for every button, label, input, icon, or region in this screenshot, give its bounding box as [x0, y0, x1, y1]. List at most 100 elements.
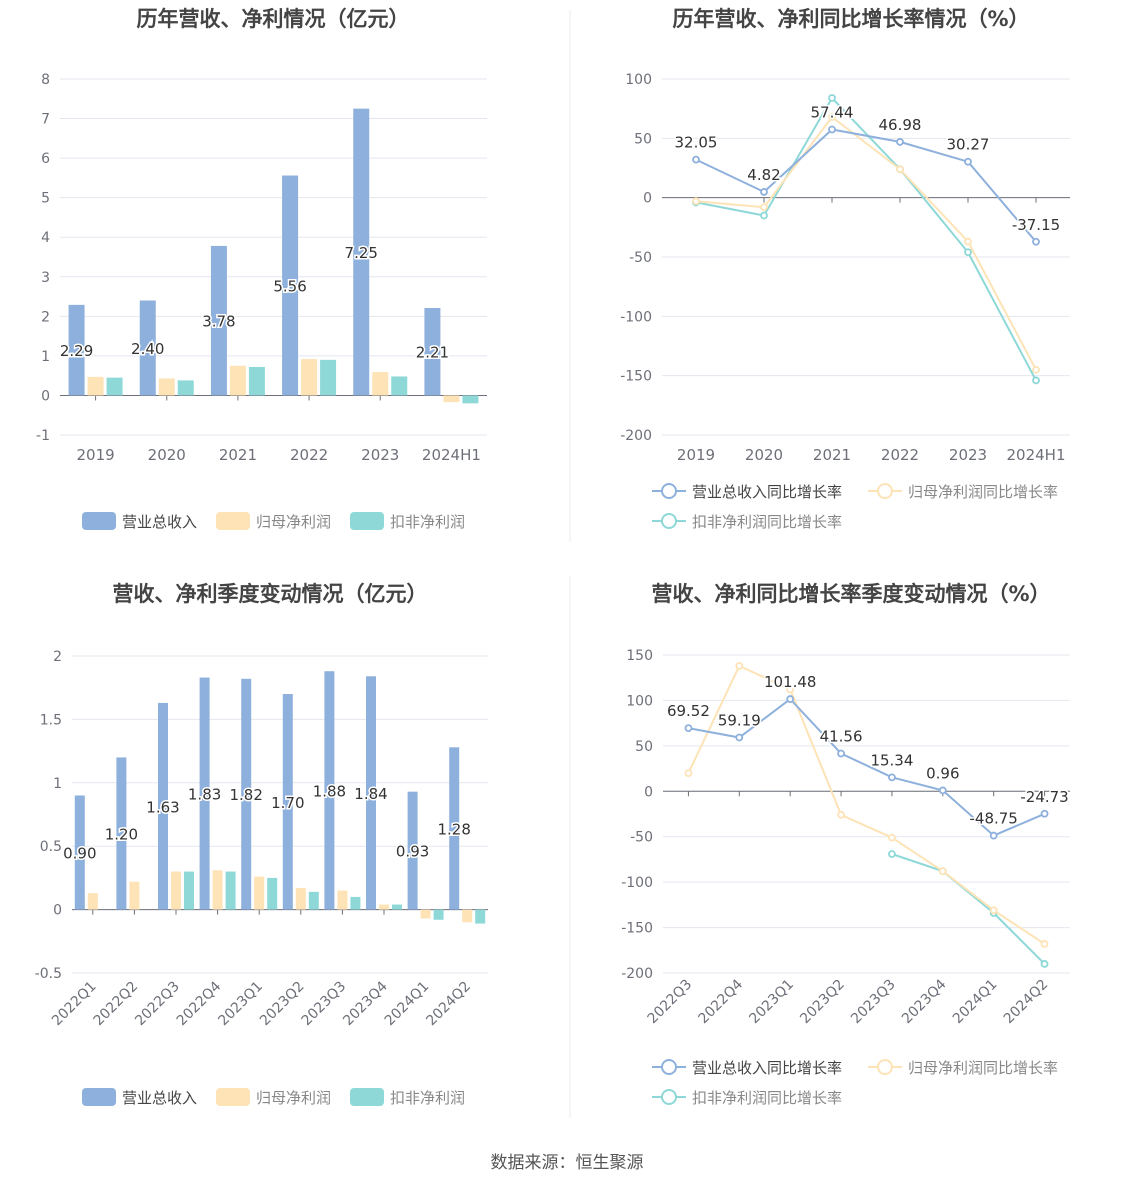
series-point	[1040, 940, 1049, 948]
y-tick-label: 150	[626, 648, 653, 664]
bar	[68, 304, 85, 396]
annual-revenue-profit-chart: 历年营收、净利情况（亿元） -1 0 1 2 3 4 5 6 7 8 2019 2020 2021 2022…	[36, 7, 487, 531]
series-point	[828, 113, 836, 121]
bar-data-label: 2.40	[131, 340, 164, 358]
x-tick-label: 2023Q4	[340, 978, 391, 1029]
series-point	[938, 786, 947, 795]
y-tick-label: 0	[644, 784, 653, 800]
legend-label: 扣非净利润	[390, 1089, 465, 1107]
legend-marker	[661, 483, 677, 499]
chart-title: 历年营收、净利同比增长率情况（%）	[672, 7, 1029, 31]
series-point	[896, 165, 904, 174]
legend-label: 归母净利润	[256, 1089, 331, 1107]
quarterly-revenue-profit-chart: 营收、净利季度变动情况（亿元） -0.5 0 0.5 1 1.5 2 2022Q12022Q2…	[35, 582, 488, 1107]
x-tick-label: 2024Q2	[1001, 977, 1052, 1028]
bar	[308, 891, 319, 910]
bar	[267, 877, 278, 910]
bar	[420, 909, 431, 919]
bar	[433, 909, 444, 920]
bar	[350, 896, 361, 910]
bar-data-label: 5.56	[273, 277, 306, 295]
point-data-label: -37.15	[1012, 216, 1060, 234]
x-tick-label: 2023Q2	[257, 979, 308, 1030]
series-point	[989, 906, 998, 915]
bar	[106, 377, 123, 396]
series-point	[760, 211, 768, 220]
bar	[199, 677, 210, 910]
bar	[241, 678, 252, 910]
series-line	[695, 115, 1037, 371]
series-line	[891, 853, 1046, 965]
bar	[372, 372, 389, 396]
y-tick-label: 0	[643, 191, 652, 207]
x-tick-label: 2021	[219, 446, 257, 464]
series-point	[760, 188, 768, 196]
series-point	[684, 724, 693, 733]
y-tick-label: 8	[41, 72, 50, 88]
x-tick-label: 2023	[361, 446, 399, 464]
bar	[392, 904, 402, 910]
source-note: 数据来源：恒生聚源	[491, 1153, 644, 1173]
x-tick-label: 2023Q3	[848, 977, 899, 1028]
x-tick-label: 2021	[813, 446, 851, 464]
bar	[301, 359, 318, 396]
series-point	[692, 155, 700, 164]
legend-swatch	[216, 1088, 250, 1106]
bar	[295, 888, 306, 910]
x-tick-label: 2019	[677, 446, 715, 464]
x-tick-label: 2023Q1	[746, 977, 797, 1028]
legend-swatch	[216, 512, 250, 530]
series-point	[964, 248, 972, 257]
x-tick-label: 2022Q4	[696, 976, 747, 1027]
series-point	[1032, 376, 1040, 385]
y-tick-label: 6	[41, 151, 50, 167]
y-tick-label: -150	[620, 369, 652, 385]
legend-label: 营业总收入	[122, 513, 197, 531]
bar-data-label: 1.70	[271, 794, 304, 812]
y-tick-label: 100	[626, 693, 653, 709]
series-point	[1032, 237, 1040, 246]
legend-item: 归母净利润同比增长率	[868, 1059, 1058, 1077]
bar	[282, 694, 293, 910]
legend-item: 营业总收入	[82, 512, 197, 531]
bar	[366, 676, 376, 910]
bar	[210, 245, 227, 396]
y-tick-label: 50	[634, 131, 652, 147]
bar-data-label: 1.28	[437, 820, 470, 838]
series-point	[989, 831, 998, 840]
chart-title: 营收、净利同比增长率季度变动情况（%）	[651, 582, 1050, 606]
point-data-label: 30.27	[947, 136, 990, 154]
x-tick-label: 2024Q1	[950, 977, 1001, 1028]
legend-label: 归母净利润	[256, 513, 331, 531]
series-point	[888, 773, 896, 782]
series-point	[828, 94, 836, 102]
legend-label: 归母净利润同比增长率	[908, 483, 1058, 501]
series-point	[786, 695, 795, 703]
y-tick-label: -50	[629, 250, 652, 266]
bar	[424, 308, 441, 396]
legend-label: 营业总收入同比增长率	[692, 1059, 842, 1077]
chart-title: 历年营收、净利情况（亿元）	[137, 7, 410, 31]
y-tick-label: -200	[620, 428, 652, 444]
legend-marker	[661, 513, 677, 529]
bar	[212, 870, 223, 910]
legend-label: 归母净利润同比增长率	[908, 1059, 1058, 1077]
legend-item: 归母净利润	[216, 1088, 331, 1107]
bar	[248, 366, 265, 396]
legend-marker	[877, 483, 893, 499]
bar	[443, 395, 460, 403]
y-tick-label: 1	[53, 776, 62, 792]
series-line	[687, 664, 1046, 945]
x-tick-label: 2022Q2	[91, 979, 142, 1030]
point-data-label: 46.98	[879, 116, 922, 134]
x-tick-label: 2024H1	[422, 446, 481, 464]
point-data-label: -48.75	[970, 810, 1018, 828]
y-tick-label: -1	[36, 428, 50, 444]
series-point	[964, 237, 972, 246]
point-data-label: 41.56	[820, 728, 863, 746]
point-data-label: 32.05	[675, 134, 718, 152]
series-point	[837, 811, 845, 819]
bar	[379, 904, 389, 910]
series-point	[896, 138, 904, 146]
